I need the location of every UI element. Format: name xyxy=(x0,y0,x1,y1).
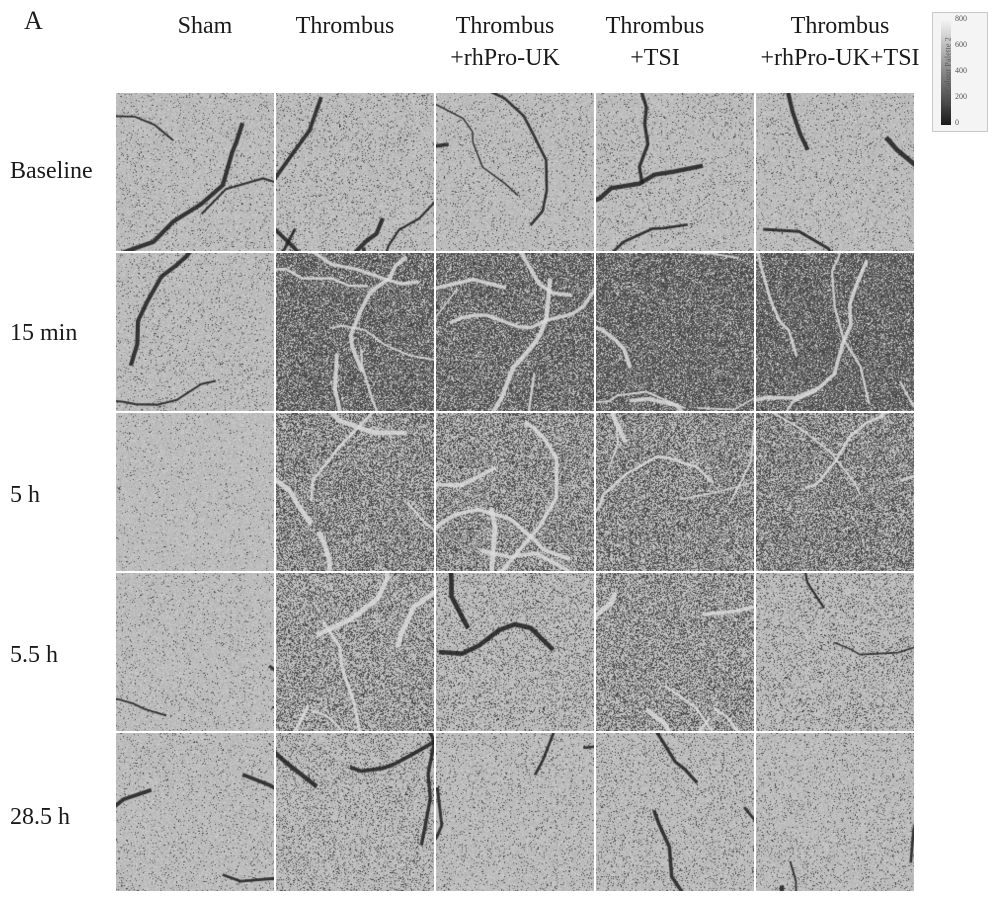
column-header-line2: +rhPro-UK+TSI xyxy=(740,42,940,74)
image-grid xyxy=(115,92,915,892)
grid-cell xyxy=(595,92,755,252)
cell-canvas xyxy=(436,413,594,571)
grid-cell xyxy=(115,252,275,412)
grid-cell xyxy=(275,252,435,412)
cell-canvas xyxy=(276,573,434,731)
grid-cell xyxy=(755,732,915,892)
grid-cell xyxy=(275,92,435,252)
grid-cell xyxy=(435,252,595,412)
grid-cell xyxy=(435,732,595,892)
grid-cell xyxy=(595,732,755,892)
cell-canvas xyxy=(276,413,434,571)
cell-canvas xyxy=(596,93,754,251)
grid-cell xyxy=(755,412,915,572)
grid-cell xyxy=(435,92,595,252)
row-label: 28.5 h xyxy=(10,804,70,831)
cell-canvas xyxy=(276,93,434,251)
colorbar-tick: 800 xyxy=(955,15,967,23)
column-header: Thrombus+rhPro-UK+TSI xyxy=(740,10,940,88)
cell-canvas xyxy=(116,93,274,251)
cell-canvas xyxy=(116,573,274,731)
cell-canvas xyxy=(116,413,274,571)
column-header: Sham xyxy=(130,10,280,88)
grid-cell xyxy=(275,572,435,732)
grid-cell xyxy=(115,732,275,892)
cell-canvas xyxy=(756,253,914,411)
column-header: Thrombus+TSI xyxy=(580,10,730,88)
cell-canvas xyxy=(756,573,914,731)
colorbar-caption: 256 Colour Palette 2 xyxy=(944,37,953,107)
cell-canvas xyxy=(596,413,754,571)
cell-canvas xyxy=(436,733,594,891)
colorbar: 0 200 400 600 800 256 Colour Palette 2 xyxy=(932,12,988,132)
column-header: Thrombus xyxy=(270,10,420,88)
grid-cell xyxy=(755,252,915,412)
cell-canvas xyxy=(596,733,754,891)
cell-canvas xyxy=(596,253,754,411)
grid-cell xyxy=(595,412,755,572)
column-header-line1: Thrombus xyxy=(580,10,730,42)
grid-cell xyxy=(755,572,915,732)
grid-cell xyxy=(595,252,755,412)
cell-canvas xyxy=(436,573,594,731)
colorbar-tick: 400 xyxy=(955,67,967,75)
column-header-line2: +rhPro-UK xyxy=(420,42,590,74)
cell-canvas xyxy=(436,253,594,411)
colorbar-tick: 200 xyxy=(955,93,967,101)
colorbar-tick: 0 xyxy=(955,119,959,127)
cell-canvas xyxy=(756,93,914,251)
grid-cell xyxy=(595,572,755,732)
row-label: 15 min xyxy=(10,320,77,347)
grid-cell xyxy=(115,412,275,572)
cell-canvas xyxy=(756,733,914,891)
grid-cell xyxy=(755,92,915,252)
cell-canvas xyxy=(116,253,274,411)
column-header-line1: Thrombus xyxy=(740,10,940,42)
column-header-line1: Thrombus xyxy=(420,10,590,42)
column-header-line2: +TSI xyxy=(580,42,730,74)
grid-cell xyxy=(275,412,435,572)
grid-cell xyxy=(275,732,435,892)
cell-canvas xyxy=(276,733,434,891)
column-header: Thrombus+rhPro-UK xyxy=(420,10,590,88)
grid-cell xyxy=(115,572,275,732)
grid-cell xyxy=(435,572,595,732)
cell-canvas xyxy=(596,573,754,731)
grid-cell xyxy=(115,92,275,252)
row-label: 5 h xyxy=(10,482,40,509)
grid-cell xyxy=(435,412,595,572)
cell-canvas xyxy=(276,253,434,411)
panel-label: A xyxy=(24,6,43,36)
column-header-line1: Sham xyxy=(130,10,280,42)
row-label: 5.5 h xyxy=(10,642,58,669)
colorbar-ticks: 0 200 400 600 800 xyxy=(955,15,973,129)
cell-canvas xyxy=(436,93,594,251)
row-label: Baseline xyxy=(10,158,93,185)
cell-canvas xyxy=(116,733,274,891)
colorbar-tick: 600 xyxy=(955,41,967,49)
cell-canvas xyxy=(756,413,914,571)
column-header-line1: Thrombus xyxy=(270,10,420,42)
